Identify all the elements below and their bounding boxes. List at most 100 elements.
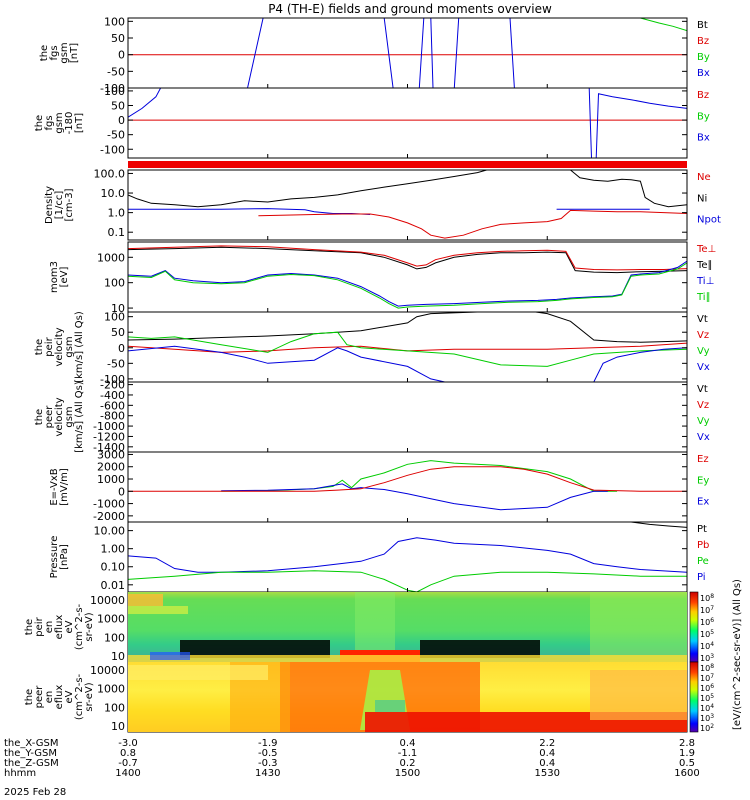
series-line-2 [640,18,687,32]
y-axis-label: fgs [49,45,60,60]
y-tick-label: 10 [111,302,125,315]
panel-4: 1000 100 10 mom3 [eV] Te⊥ Te∥ Ti⊥ Ti∥ [49,241,716,315]
y-axis-label: gsm [59,42,70,63]
series-line-2 [128,88,162,118]
colorbar-tick-label: 103 [700,713,714,723]
legend-entry: Ex [697,497,709,508]
series-line-5 [258,209,687,239]
y-tick-label: -1200 [93,430,125,443]
electron-spectrogram [128,662,687,732]
y-axis-label: peir [34,616,45,636]
y-axis-label: eV [64,620,75,633]
panel-frame [127,87,688,159]
y-axis-label: gsm [64,406,75,427]
y-tick-label: 1000 [97,251,125,264]
colorbar-tick-label: 108 [700,593,714,603]
y-tick-label: 10 [111,720,125,733]
series-line-4 [128,345,445,382]
y-tick-label: 100 [104,15,125,28]
y-tick-label: 10000 [90,664,125,677]
ephemeris-value: 1530 [535,768,560,779]
series-line-2 [221,483,608,511]
y-axis-label: eV [64,690,75,703]
colorbar-tick-label: 104 [700,703,714,713]
legend-entry: Ti⊥ [696,276,714,287]
legend-entry: Bx [697,68,710,79]
ephemeris-value: -1.1 [398,748,418,759]
y-axis-label: eflux [54,615,65,640]
ephemeris-value: -0.3 [258,758,278,769]
date-label: 2025 Feb 28 [4,787,66,798]
legend-entry: Bz [697,36,709,47]
legend-entry: By [697,52,710,63]
y-tick-label: 100 [104,85,125,98]
y-axis-label: [1/cc] [54,191,65,220]
y-axis-label: the [34,409,45,425]
colorbar-tick-label: 103 [700,653,714,663]
y-tick-label: -50 [107,129,125,142]
y-tick-label: 0 [118,342,125,355]
ephemeris-value: 0.5 [679,758,695,769]
colorbar-tick-label: 106 [700,617,714,627]
ephemeris-value: 2.8 [679,738,695,749]
y-axis-label: the [39,45,50,61]
series-line-5 [593,347,687,382]
y-axis-label: velocity [54,397,65,436]
y-tick-label: -100 [100,82,125,95]
figure-title: P4 (TH-E) fields and ground moments over… [268,2,552,16]
y-axis-label: the [34,115,45,131]
colorbar-ion [689,591,699,663]
y-tick-label: 1.00 [101,543,126,556]
y-tick-label: -100 [100,373,125,386]
colorbar-tick-label: 104 [700,641,714,651]
y-tick-label: 100 [104,311,125,324]
panel-3: 100.0 10.0 1.0 0.1 Density [1/cc] [cm-3] Ne Ni Np… [44,167,721,241]
legend-entry: Vt [697,384,708,395]
y-tick-label: 0.01 [101,579,126,592]
ephemeris-value: 0.4 [539,748,555,759]
y-axis-label: [nT] [69,43,80,63]
y-tick-label: 1000 [97,473,125,486]
y-tick-label: 100 [104,701,125,714]
y-tick-label: -50 [107,65,125,78]
y-tick-label: -1000 [93,420,125,433]
y-axis-label: en [44,691,55,704]
legend-entry: Ti∥ [696,292,711,303]
y-tick-label: 10 [111,650,125,663]
series-line-2 [570,170,687,208]
ephemeris-value: 1430 [255,768,280,779]
series-line-3 [588,88,687,158]
y-tick-label: 0.1 [108,226,126,239]
y-axis-label: peer [34,685,45,709]
ephemeris-value: 2.2 [539,738,555,749]
y-tick-label: 0 [118,114,125,127]
series-line-3 [128,466,687,492]
y-axis-label: sr-eV) [84,612,95,641]
ephemeris-value: 1.9 [679,748,695,759]
y-axis-label: fgs [44,115,55,130]
y-axis-label: Pressure [49,536,60,579]
ephemeris-row-label: the_X-GSM [4,738,58,749]
y-axis-label: velocity [54,327,65,366]
ephemeris-row-label: hhmm [4,768,36,779]
panel-frame [127,17,688,89]
ephemeris-value: -3.0 [118,738,138,749]
legend-entry: Vz [697,330,709,341]
legend-entry: Ni [697,193,707,204]
panel-frame [127,521,688,593]
y-axis-label: [nPa] [59,544,70,570]
series-line-1 [128,312,687,343]
ephemeris-value: 1400 [115,768,140,779]
legend-entry: Pe [697,556,709,567]
mode-bar [128,161,687,168]
legend-entry: By [697,111,710,122]
y-tick-label: 1.0 [108,207,126,220]
legend-entry: Pi [697,572,706,583]
panel-5: 100 50 0 -50 -100 the peir velocity gsm [km/s] (A… [34,311,710,386]
series-line-3 [128,208,371,215]
series-line-4 [128,262,687,309]
series-line-1 [128,246,687,274]
y-tick-label: -2000 [93,510,125,523]
